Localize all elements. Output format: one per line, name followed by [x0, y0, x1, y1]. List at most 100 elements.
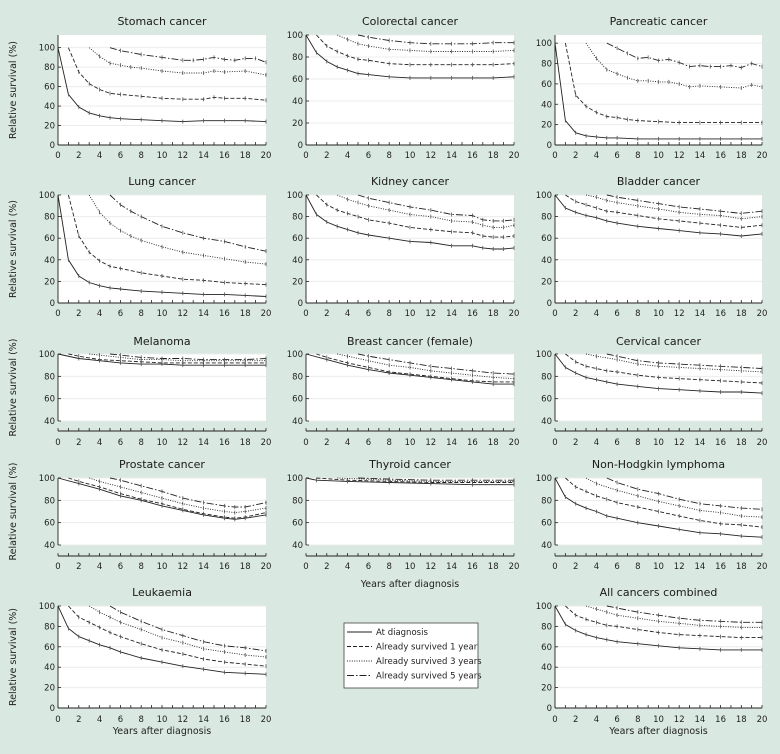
panel-title: Leukaemia	[132, 586, 192, 599]
x-tick-label: 2	[324, 309, 329, 319]
panel-all-cancers-combined: 0 20 40 60 80 100 0 2 4 6 8 10 12 14 16 18 20 All cancers…	[536, 586, 768, 737]
y-axis-label: Relative survival (%)	[8, 608, 19, 706]
panel-title: Bladder cancer	[617, 175, 701, 188]
x-tick-label: 18	[240, 438, 251, 448]
x-tick-label: 16	[219, 438, 230, 448]
x-tick-label: 14	[694, 438, 705, 448]
x-tick-label: 12	[177, 309, 188, 319]
series-line-survived-5-years	[606, 42, 763, 69]
x-tick-label: 14	[446, 151, 457, 161]
x-tick-label: 0	[552, 151, 557, 161]
x-tick-label: 12	[674, 309, 685, 319]
y-tick-label: 60	[44, 234, 55, 244]
x-tick-label: 16	[219, 562, 230, 572]
x-tick-label: 4	[594, 151, 599, 161]
x-tick-label: 6	[614, 562, 619, 572]
x-tick-label: 2	[76, 562, 81, 572]
plot-area	[555, 195, 762, 303]
y-tick-label: 60	[541, 395, 552, 405]
x-tick-label: 14	[198, 562, 209, 572]
x-tick-label: 0	[303, 151, 308, 161]
x-tick-label: 10	[157, 309, 168, 319]
panel-stomach-cancer: 0 20 40 60 80 100 0 2 4 6 8 10 12 14 16 18 20 Stomach can…	[8, 15, 271, 161]
x-tick-label: 20	[261, 562, 272, 572]
x-tick-label: 12	[674, 151, 685, 161]
x-tick-label: 4	[345, 309, 350, 319]
y-tick-label: 60	[44, 519, 55, 529]
x-tick-label: 6	[614, 438, 619, 448]
x-tick-label: 18	[240, 715, 251, 725]
y-tick-label: 80	[541, 372, 552, 382]
x-tick-label: 18	[736, 438, 747, 448]
x-tick-label: 12	[674, 562, 685, 572]
y-tick-label: 80	[292, 496, 303, 506]
y-tick-label: 100	[39, 474, 55, 484]
x-tick-label: 16	[467, 151, 478, 161]
series-line-at-diagnosis	[57, 605, 267, 675]
y-tick-label: 60	[541, 80, 552, 90]
plot-area	[555, 35, 762, 145]
y-tick-label: 60	[541, 519, 552, 529]
x-tick-label: 16	[467, 562, 478, 572]
x-tick-label: 12	[177, 151, 188, 161]
x-tick-label: 6	[366, 151, 371, 161]
x-tick-label: 0	[552, 562, 557, 572]
y-tick-label: 100	[39, 350, 55, 360]
y-tick-label: 100	[536, 191, 552, 201]
panel-title: Non-Hodgkin lymphoma	[592, 458, 725, 471]
x-tick-label: 20	[509, 438, 520, 448]
panel-title: Kidney cancer	[371, 175, 450, 188]
x-axis-label: Years after diagnosis	[112, 726, 212, 737]
x-tick-label: 14	[446, 438, 457, 448]
x-tick-label: 4	[594, 309, 599, 319]
x-tick-label: 14	[694, 715, 705, 725]
x-tick-label: 12	[177, 715, 188, 725]
x-tick-label: 12	[425, 438, 436, 448]
y-tick-label: 80	[541, 496, 552, 506]
x-tick-label: 10	[405, 151, 416, 161]
x-tick-label: 0	[55, 562, 60, 572]
x-tick-label: 10	[157, 151, 168, 161]
y-tick-label: 0	[547, 704, 552, 714]
x-tick-label: 10	[653, 715, 664, 725]
y-tick-label: 20	[44, 277, 55, 287]
x-tick-label: 16	[715, 715, 726, 725]
y-tick-label: 60	[44, 395, 55, 405]
panel-title: Thyroid cancer	[368, 458, 451, 471]
x-tick-label: 0	[552, 715, 557, 725]
x-tick-label: 18	[488, 562, 499, 572]
x-tick-label: 18	[240, 562, 251, 572]
series-line-survived-1-year	[564, 43, 762, 124]
x-tick-label: 18	[488, 151, 499, 161]
series-line-at-diagnosis	[57, 47, 267, 123]
y-tick-label: 40	[44, 256, 55, 266]
y-tick-label: 80	[541, 213, 552, 223]
series-line-survived-1-year	[316, 353, 514, 383]
y-tick-label: 60	[541, 643, 552, 653]
x-tick-label: 8	[386, 309, 391, 319]
series-line-survived-3-years	[585, 42, 763, 89]
y-tick-label: 60	[292, 234, 303, 244]
x-tick-label: 16	[467, 438, 478, 448]
series-line-survived-5-years	[357, 353, 515, 375]
y-tick-label: 0	[50, 704, 55, 714]
y-tick-label: 0	[547, 141, 552, 151]
x-tick-label: 14	[198, 715, 209, 725]
x-tick-label: 12	[425, 562, 436, 572]
panel-title: Pancreatic cancer	[610, 15, 708, 28]
y-tick-label: 40	[541, 417, 552, 427]
y-tick-label: 0	[298, 299, 303, 309]
x-tick-label: 2	[573, 562, 578, 572]
y-tick-label: 60	[44, 83, 55, 93]
y-tick-label: 20	[541, 684, 552, 694]
x-tick-label: 4	[594, 715, 599, 725]
y-tick-label: 40	[292, 97, 303, 107]
series-line-survived-5-years	[357, 194, 515, 222]
series-line-survived-5-years	[109, 353, 267, 361]
y-tick-label: 40	[44, 102, 55, 112]
x-tick-label: 6	[366, 562, 371, 572]
x-tick-label: 8	[386, 438, 391, 448]
x-tick-label: 20	[757, 715, 768, 725]
x-tick-label: 6	[614, 151, 619, 161]
